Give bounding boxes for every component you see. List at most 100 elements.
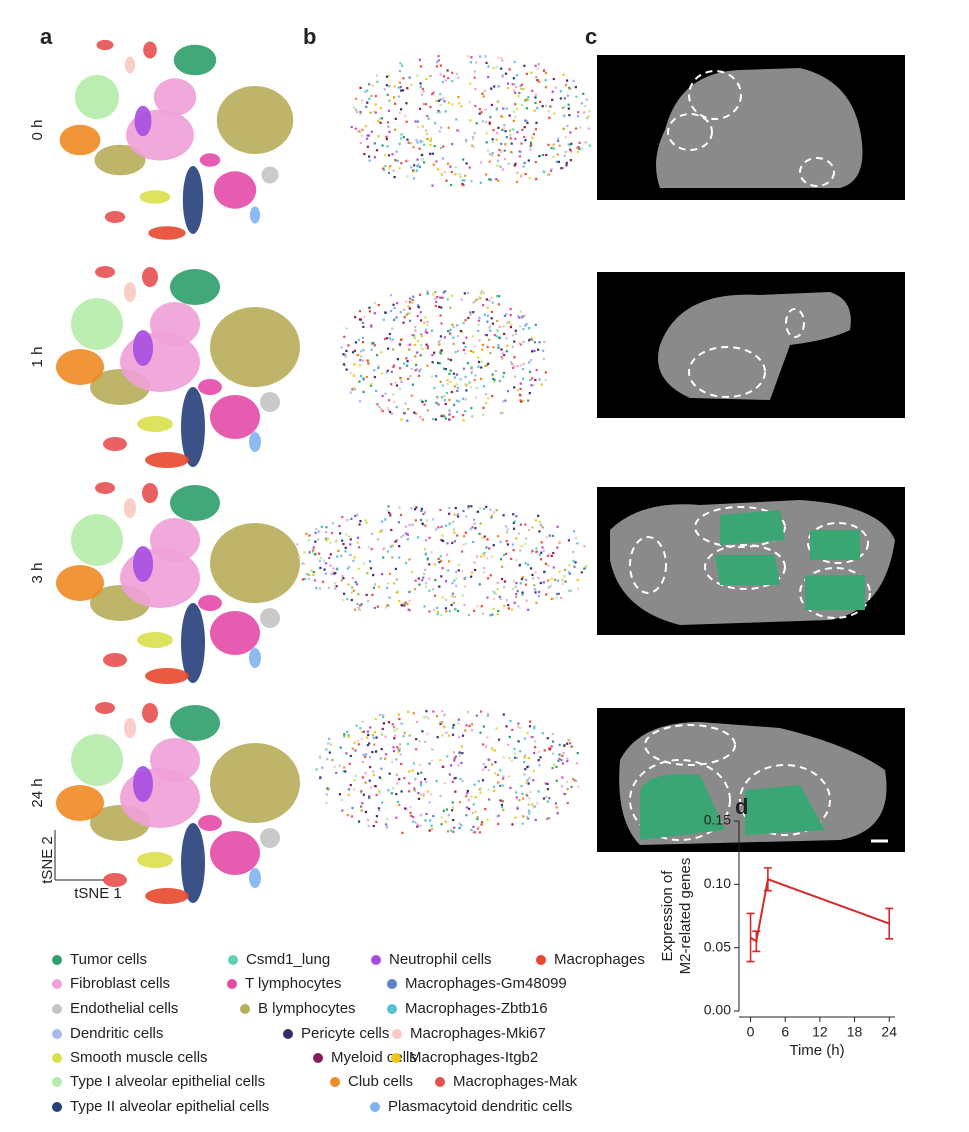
spot <box>438 343 441 346</box>
spot <box>332 567 335 570</box>
spot <box>588 109 591 113</box>
spot <box>431 827 434 831</box>
spot <box>337 549 340 553</box>
spot <box>397 747 400 750</box>
spot <box>497 346 500 349</box>
cluster <box>56 565 104 601</box>
spot <box>386 121 390 124</box>
cluster <box>103 653 127 667</box>
spot <box>528 812 531 815</box>
spot <box>449 328 452 331</box>
spot <box>540 383 543 386</box>
spot <box>361 336 365 339</box>
spot <box>475 555 479 558</box>
spot <box>452 723 455 727</box>
spot <box>506 543 509 546</box>
spot <box>584 141 587 144</box>
spot <box>547 579 550 582</box>
spot <box>480 366 483 369</box>
spot <box>476 605 479 608</box>
spot <box>388 130 391 133</box>
spot <box>392 749 396 753</box>
spot <box>405 532 408 535</box>
spot <box>508 735 511 739</box>
spot <box>416 351 419 354</box>
spot <box>345 752 348 755</box>
spot <box>398 545 401 548</box>
spot <box>465 794 468 798</box>
spot <box>342 577 345 580</box>
spot <box>535 601 538 604</box>
spot <box>536 67 539 70</box>
spot <box>424 539 428 542</box>
spot <box>568 742 572 745</box>
spot <box>555 806 558 809</box>
spot <box>505 136 508 139</box>
spot <box>498 85 501 88</box>
spot <box>531 526 534 529</box>
spot <box>534 160 537 164</box>
spot <box>412 146 415 149</box>
cluster <box>137 632 173 648</box>
spot <box>509 360 512 364</box>
cluster <box>145 888 189 904</box>
x-tick-label: 6 <box>781 1024 789 1040</box>
spot <box>366 572 369 575</box>
spot <box>548 747 551 750</box>
spot <box>426 409 429 412</box>
spot <box>402 603 405 606</box>
spot <box>527 399 530 402</box>
spot <box>442 726 445 729</box>
spot <box>543 340 546 344</box>
spot <box>470 56 473 59</box>
spot <box>470 505 473 508</box>
spot <box>312 571 315 574</box>
spot <box>359 318 363 321</box>
spot <box>368 796 371 800</box>
spot <box>410 367 413 370</box>
spot <box>457 76 460 79</box>
spot <box>400 162 403 165</box>
spot <box>528 339 531 342</box>
spot <box>338 524 341 528</box>
spot <box>408 770 411 773</box>
spot <box>489 614 492 617</box>
spot <box>474 104 477 108</box>
spot <box>546 173 550 176</box>
spot <box>400 380 403 383</box>
spot <box>458 754 461 757</box>
spot <box>439 64 442 67</box>
spot <box>336 567 339 570</box>
spot <box>485 393 488 396</box>
spot <box>371 734 375 737</box>
cluster <box>198 379 222 395</box>
error-bar <box>752 930 761 953</box>
spot <box>512 513 515 516</box>
spot <box>458 822 461 825</box>
spot <box>449 358 453 362</box>
spot <box>478 339 481 342</box>
spot <box>552 551 555 555</box>
spot <box>381 144 384 147</box>
spot <box>490 310 494 314</box>
spot <box>406 742 410 746</box>
spot <box>377 364 381 367</box>
spot <box>410 166 413 169</box>
y-tick-label: 0.15 <box>704 812 731 828</box>
spot <box>501 59 504 62</box>
spot <box>504 525 508 528</box>
legend-swatch <box>330 1077 340 1087</box>
spot <box>423 605 426 608</box>
spot <box>367 824 370 828</box>
spot <box>428 563 431 566</box>
cluster <box>170 269 220 305</box>
spot <box>340 346 343 349</box>
spot <box>534 128 538 131</box>
spot <box>502 325 505 328</box>
spot <box>525 537 528 540</box>
spot <box>520 150 523 154</box>
spot <box>515 592 518 596</box>
spot <box>378 117 382 120</box>
spot <box>580 102 584 105</box>
spot <box>499 558 503 561</box>
